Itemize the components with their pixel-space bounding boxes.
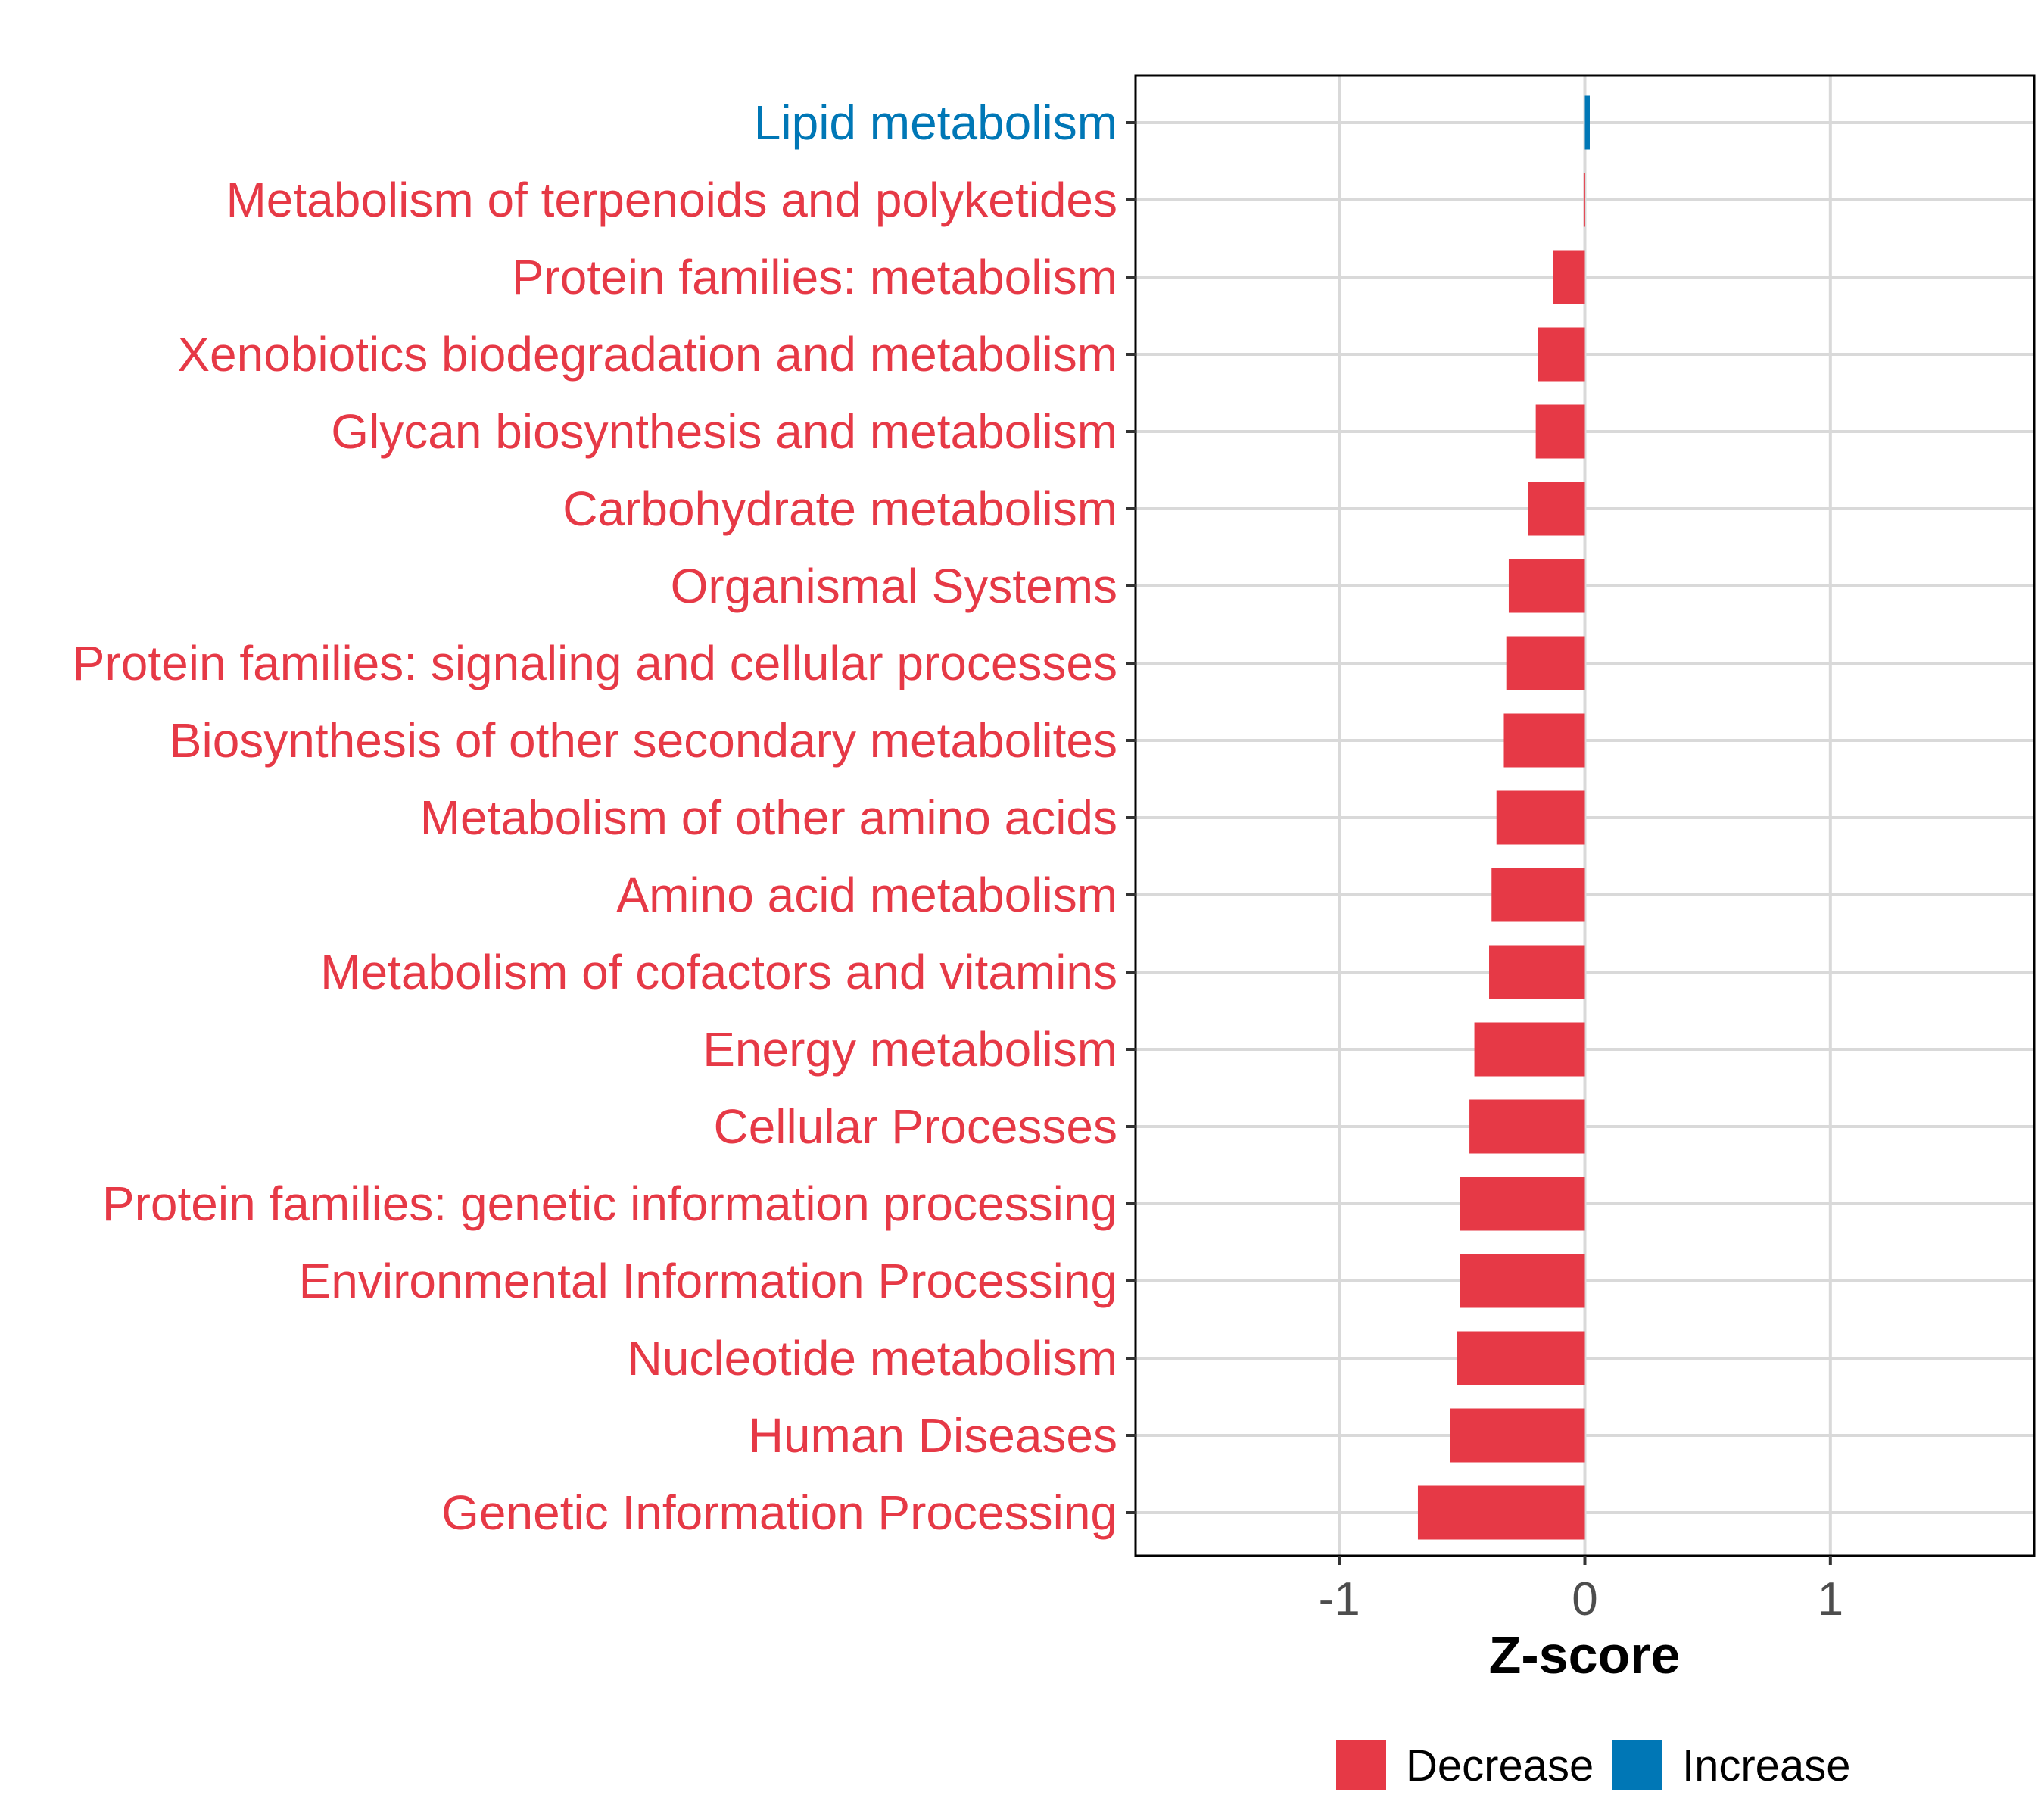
- y-axis-ticks: [1126, 121, 1136, 1514]
- y-category-label: Organismal Systems: [671, 559, 1117, 613]
- bars: [1417, 95, 1590, 1540]
- x-axis-title: Z-score: [1489, 1625, 1681, 1685]
- bar-11: [1491, 868, 1585, 922]
- bar-3: [1553, 250, 1585, 304]
- y-category-label: Xenobiotics biodegradation and metabolis…: [177, 327, 1117, 382]
- bar-14: [1469, 1099, 1585, 1154]
- y-axis-category-labels: Lipid metabolism Metabolism of terpenoids…: [73, 95, 1117, 1540]
- y-category-label: Metabolism of cofactors and vitamins: [320, 945, 1117, 999]
- y-category-label: Protein families: signaling and cellular…: [73, 636, 1117, 690]
- y-category-label: Nucleotide metabolism: [628, 1331, 1117, 1385]
- y-category-label: Protein families: genetic information pr…: [102, 1177, 1117, 1231]
- bar-9: [1503, 713, 1585, 768]
- bar-4: [1538, 327, 1585, 382]
- legend-label-increase: Increase: [1682, 1741, 1850, 1791]
- bar-13: [1474, 1022, 1585, 1077]
- legend-swatch-decrease: [1336, 1740, 1386, 1790]
- x-tick-label: 0: [1572, 1573, 1597, 1625]
- bar-6: [1528, 482, 1585, 536]
- legend-label-decrease: Decrease: [1406, 1741, 1594, 1791]
- legend-swatch-increase: [1612, 1740, 1662, 1790]
- y-category-label: Carbohydrate metabolism: [562, 482, 1117, 536]
- bar-2: [1583, 173, 1585, 227]
- bar-15: [1460, 1177, 1585, 1231]
- x-tick-label: 1: [1818, 1573, 1843, 1625]
- bar-12: [1489, 945, 1585, 999]
- bar-17: [1457, 1331, 1585, 1385]
- y-category-label: Cellular Processes: [713, 1099, 1117, 1154]
- y-category-label: Amino acid metabolism: [616, 868, 1117, 922]
- bar-19: [1417, 1485, 1585, 1540]
- y-category-label: Protein families: metabolism: [512, 250, 1117, 304]
- y-category-label: Environmental Information Processing: [299, 1254, 1117, 1308]
- bar-7: [1508, 559, 1585, 613]
- x-axis-ticks: [1338, 1556, 1832, 1565]
- x-tick-label: -1: [1319, 1573, 1360, 1625]
- y-category-label: Metabolism of terpenoids and polyketides: [226, 173, 1117, 227]
- bar-16: [1460, 1254, 1585, 1308]
- legend: Decrease Increase: [1336, 1740, 1850, 1791]
- y-category-label: Genetic Information Processing: [441, 1485, 1117, 1540]
- y-category-label: Glycan biosynthesis and metabolism: [331, 404, 1117, 459]
- bar-8: [1506, 636, 1585, 690]
- y-category-label: Energy metabolism: [703, 1022, 1117, 1077]
- y-category-label: Metabolism of other amino acids: [420, 790, 1117, 845]
- y-category-label: Biosynthesis of other secondary metaboli…: [170, 713, 1117, 768]
- y-category-label: Human Diseases: [749, 1408, 1117, 1463]
- bar-5: [1535, 404, 1585, 459]
- bar-10: [1496, 790, 1585, 845]
- bar-18: [1450, 1408, 1585, 1463]
- y-category-label: Lipid metabolism: [754, 95, 1117, 150]
- bar-1: [1584, 95, 1590, 150]
- x-axis-tick-labels: -1 0 1: [1319, 1573, 1843, 1625]
